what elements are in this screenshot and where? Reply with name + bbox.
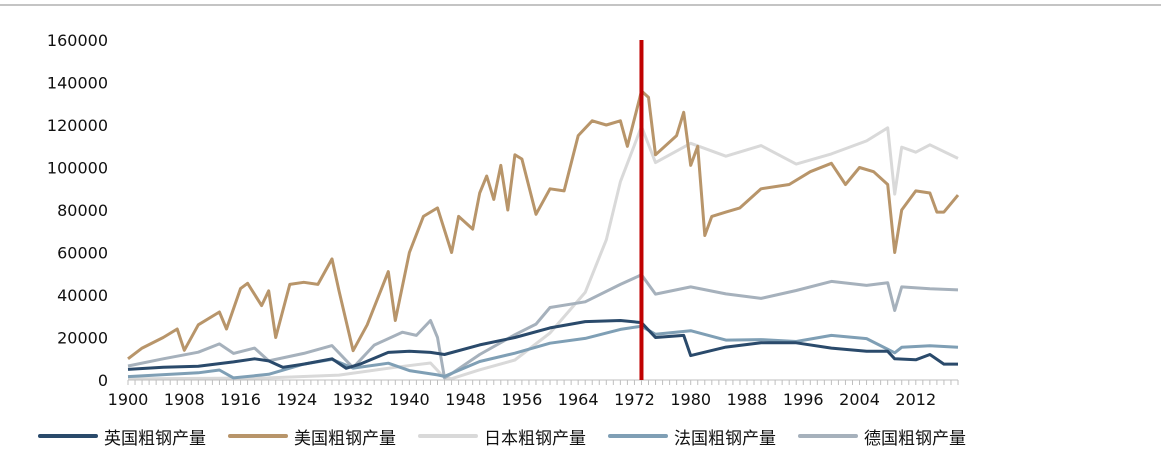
- legend-label: 德国粗钢产量: [864, 428, 966, 449]
- x-tick-label: 1924: [276, 390, 317, 409]
- legend: 英国粗钢产量 美国粗钢产量 日本粗钢产量 法国粗钢产量 德国粗钢产量: [0, 418, 1161, 454]
- series-line-1: [127, 89, 960, 360]
- legend-item: 法国粗钢产量: [608, 424, 776, 449]
- legend-swatch: [798, 434, 858, 438]
- legend-swatch: [38, 434, 98, 438]
- x-tick-label: 2012: [895, 390, 936, 409]
- x-tick-label: 1948: [445, 390, 486, 409]
- legend-item: 美国粗钢产量: [228, 424, 396, 449]
- series-line-0: [127, 319, 958, 371]
- x-tick-label: 1964: [558, 390, 599, 409]
- legend-label: 法国粗钢产量: [674, 428, 776, 449]
- legend-label: 美国粗钢产量: [294, 428, 396, 449]
- x-tick-label: 1932: [333, 390, 374, 409]
- y-tick-label: 0: [98, 371, 108, 390]
- y-tick-label: 40000: [57, 286, 108, 305]
- x-tick-label: 2004: [839, 390, 880, 409]
- series-line-4: [127, 273, 959, 380]
- steel-production-chart: 0 20000 40000 60000 80000 100000 120000 140000 1…: [0, 4, 1161, 409]
- y-axis-tick-labels: 0 20000 40000 60000 80000 100000 120000 140000 1…: [47, 31, 108, 390]
- x-tick-label: 1908: [164, 390, 205, 409]
- x-tick-label: 1900: [108, 390, 149, 409]
- y-tick-label: 140000: [47, 74, 108, 93]
- legend-item: 德国粗钢产量: [798, 424, 966, 449]
- y-tick-label: 160000: [47, 31, 108, 50]
- legend-swatch: [608, 434, 668, 438]
- legend-swatch: [418, 434, 478, 438]
- legend-swatch: [228, 434, 288, 438]
- y-tick-label: 60000: [57, 244, 108, 263]
- x-axis-tick-marks: [127, 380, 959, 385]
- y-tick-label: 20000: [57, 329, 108, 348]
- x-tick-label: 1956: [502, 390, 543, 409]
- x-axis-tick-labels: 1900 1908 1916 1924 1932 1940 1948 1956 1964 1972…: [108, 390, 937, 409]
- series-line-3: [127, 324, 959, 380]
- legend-item: 英国粗钢产量: [38, 424, 206, 449]
- x-tick-label: 1940: [389, 390, 430, 409]
- y-tick-label: 80000: [57, 201, 108, 220]
- x-tick-label: 1988: [727, 390, 768, 409]
- x-tick-label: 1972: [614, 390, 655, 409]
- series-lines: [127, 89, 960, 381]
- x-tick-label: 1916: [220, 390, 261, 409]
- x-tick-label: 1996: [783, 390, 824, 409]
- y-tick-label: 120000: [47, 116, 108, 135]
- y-tick-label: 100000: [47, 159, 108, 178]
- x-tick-label: 1980: [670, 390, 711, 409]
- legend-label: 英国粗钢产量: [104, 428, 206, 449]
- legend-label: 日本粗钢产量: [484, 428, 586, 449]
- legend-item: 日本粗钢产量: [418, 424, 586, 449]
